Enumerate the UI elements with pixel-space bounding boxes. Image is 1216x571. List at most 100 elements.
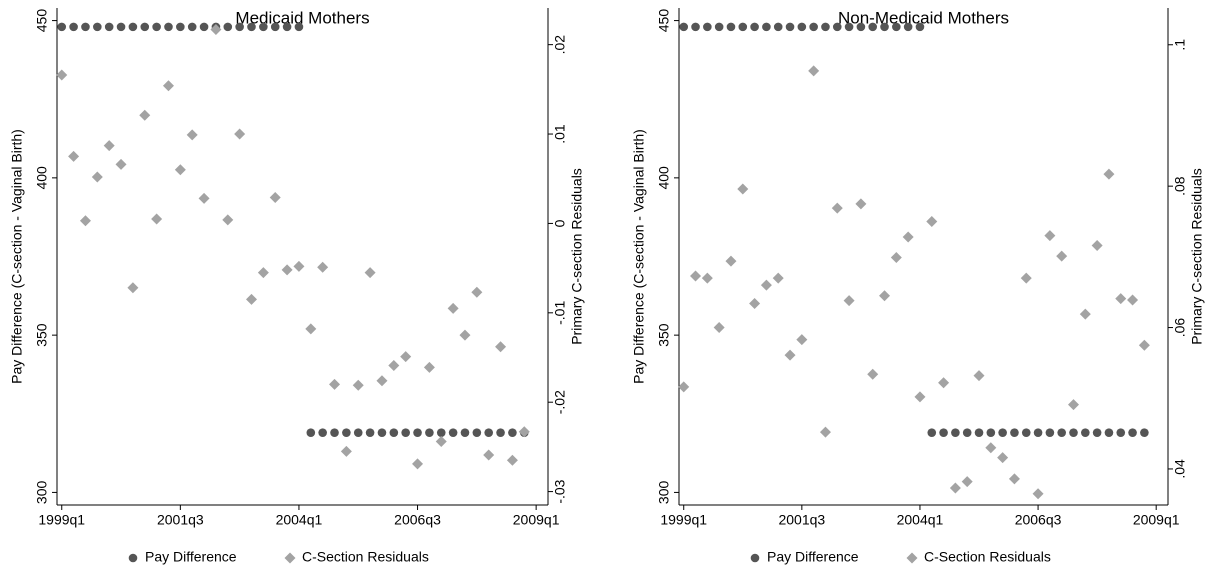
circle-point	[1116, 428, 1126, 437]
y2-tick-label: .01	[552, 124, 568, 144]
y2-tick-label: -.02	[552, 390, 568, 414]
circle-point	[1092, 428, 1102, 437]
y2-axis-title: Primary C-section Residuals	[1189, 168, 1205, 345]
x-tick-label: 1999q1	[660, 512, 707, 528]
legend-marker	[906, 552, 918, 564]
circle-point	[57, 22, 67, 32]
circle-point	[892, 22, 901, 32]
diamond-point	[518, 426, 530, 438]
circle-point	[401, 428, 410, 437]
y-tick-label: 300	[656, 481, 672, 505]
circle-point	[750, 22, 759, 32]
diamond-point	[760, 279, 772, 291]
diamond-point	[1068, 399, 1080, 411]
diamond-point	[831, 202, 843, 214]
diamond-point	[784, 349, 796, 361]
x-tick-label: 2004q1	[276, 512, 323, 528]
circle-point	[939, 428, 948, 437]
diamond-point	[1103, 168, 1115, 180]
x-tick-label: 2006q3	[394, 512, 441, 528]
diamond-point	[257, 267, 269, 279]
circle-point	[330, 428, 339, 437]
diamond-point	[423, 361, 435, 373]
y2-tick-label: .04	[1172, 459, 1188, 479]
circle-point	[199, 22, 209, 32]
diamond-point	[459, 329, 471, 341]
diamond-point	[973, 370, 985, 382]
circle-point	[116, 22, 126, 32]
diamond-point	[890, 252, 902, 264]
circle-point	[726, 22, 736, 32]
diamond-point	[701, 272, 713, 284]
diamond-point	[198, 192, 210, 204]
circle-point	[93, 22, 102, 32]
circle-point	[140, 22, 150, 32]
diamond-point	[938, 377, 950, 389]
diamond-point	[1056, 250, 1068, 262]
circle-point	[679, 22, 689, 32]
circle-point	[691, 22, 700, 32]
diamond-point	[281, 264, 293, 276]
diamond-point	[127, 282, 139, 294]
diamond-point	[985, 442, 997, 454]
y-tick-label: 400	[34, 166, 50, 190]
diamond-point	[91, 171, 103, 183]
circle-point	[128, 22, 138, 32]
y2-tick-label: -.01	[552, 301, 568, 325]
circle-point	[738, 22, 748, 32]
legend-label: Pay Difference	[767, 549, 859, 565]
y-tick-label: 450	[656, 9, 672, 33]
circle-point	[484, 428, 494, 437]
diamond-point	[139, 109, 151, 121]
y2-tick-label: .02	[552, 35, 568, 55]
circle-point	[962, 428, 972, 437]
circle-point	[413, 428, 422, 437]
circle-point	[868, 22, 878, 32]
diamond-point	[340, 445, 352, 457]
diamond-point	[210, 23, 222, 35]
circle-point	[951, 428, 960, 437]
diamond-point	[293, 260, 305, 272]
diamond-point	[388, 360, 400, 372]
circle-point	[448, 428, 458, 437]
circle-point	[1069, 428, 1078, 437]
diamond-point	[495, 341, 507, 353]
circle-point	[353, 428, 363, 437]
diamond-point	[305, 323, 317, 335]
circle-point	[270, 22, 280, 32]
diamond-point	[115, 158, 127, 170]
circle-point	[1140, 428, 1149, 437]
y-axis-title: Pay Difference (C-section - Vaginal Birt…	[9, 129, 25, 384]
diamond-point	[879, 290, 891, 302]
circle-point	[247, 22, 256, 32]
y-tick-label: 450	[34, 9, 50, 33]
diamond-point	[364, 267, 376, 279]
diamond-point	[1127, 294, 1139, 306]
circle-point	[773, 22, 783, 32]
circle-point	[1104, 428, 1114, 437]
diamond-point	[1079, 308, 1091, 320]
diamond-point	[855, 198, 867, 210]
circle-point	[318, 428, 327, 437]
circle-point	[365, 428, 375, 437]
circle-point	[460, 428, 470, 437]
x-tick-label: 2006q3	[1015, 512, 1062, 528]
circle-point	[1128, 428, 1137, 437]
circle-point	[1045, 428, 1055, 437]
circle-point	[785, 22, 795, 32]
diamond-point	[749, 298, 761, 310]
circle-point	[974, 428, 984, 437]
diamond-point	[376, 375, 388, 387]
legend-label: C-Section Residuals	[924, 549, 1051, 565]
circle-point	[176, 22, 185, 32]
y2-tick-label: -.03	[552, 479, 568, 503]
y2-axis-title: Primary C-section Residuals	[569, 168, 585, 345]
y-tick-label: 350	[34, 323, 50, 347]
diamond-point	[902, 231, 914, 243]
circle-point	[69, 22, 78, 32]
diamond-point	[961, 476, 973, 488]
legend-marker	[284, 552, 296, 564]
diamond-point	[772, 272, 784, 284]
circle-point	[259, 22, 268, 32]
diamond-point	[1138, 339, 1150, 351]
